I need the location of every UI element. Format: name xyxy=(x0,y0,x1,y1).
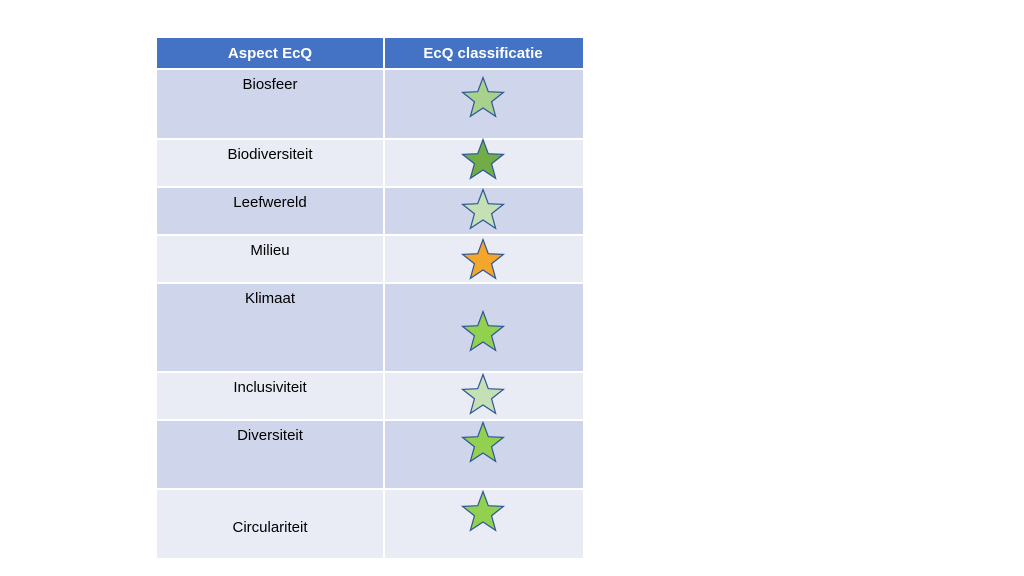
aspect-label: Biosfeer xyxy=(242,76,298,93)
aspect-label: Circulariteit xyxy=(232,519,308,536)
star-icon xyxy=(460,310,506,354)
cell-edge xyxy=(581,284,583,371)
cell-edge xyxy=(581,188,583,234)
header-aspect: Aspect EcQ xyxy=(157,38,385,68)
table-row: Biodiversiteit xyxy=(157,138,583,188)
star-icon xyxy=(460,373,506,417)
aspect-label: Inclusiviteit xyxy=(233,379,307,396)
table-row: Biosfeer xyxy=(157,70,583,140)
aspect-cell: Inclusiviteit xyxy=(157,373,385,419)
star-icon xyxy=(460,76,506,120)
star-icon xyxy=(460,138,506,182)
star-icon xyxy=(460,238,506,282)
classification-table: Aspect EcQ EcQ classificatie Biosfeer Bi… xyxy=(157,38,583,558)
classification-cell xyxy=(385,70,581,138)
classification-cell xyxy=(385,138,581,186)
aspect-label: Diversiteit xyxy=(237,427,303,444)
cell-edge xyxy=(581,140,583,186)
aspect-label: Biodiversiteit xyxy=(227,146,313,163)
cell-edge xyxy=(581,373,583,419)
classification-cell xyxy=(385,490,581,558)
aspect-label: Leefwereld xyxy=(233,194,307,211)
header-classification: EcQ classificatie xyxy=(423,44,543,62)
classification-cell xyxy=(385,188,581,234)
classification-cell xyxy=(385,373,581,419)
table-row: Circulariteit xyxy=(157,490,583,558)
aspect-cell: Klimaat xyxy=(157,284,385,371)
aspect-label: Klimaat xyxy=(244,290,296,307)
aspect-cell: Circulariteit xyxy=(157,490,385,558)
table-header-row: Aspect EcQ EcQ classificatie xyxy=(157,38,583,70)
aspect-cell: Milieu xyxy=(157,236,385,282)
star-icon xyxy=(460,421,506,465)
aspect-cell: Biodiversiteit xyxy=(157,140,385,186)
cell-edge xyxy=(581,490,583,558)
cell-edge xyxy=(581,70,583,138)
aspect-cell: Biosfeer xyxy=(157,70,385,138)
table-row: Klimaat xyxy=(157,284,583,373)
aspect-label: Milieu xyxy=(250,242,290,259)
table-row: Inclusiviteit xyxy=(157,373,583,421)
classification-cell xyxy=(385,421,581,488)
classification-cell xyxy=(385,284,581,371)
classification-cell xyxy=(385,236,581,282)
star-icon xyxy=(460,490,506,534)
aspect-cell: Leefwereld xyxy=(157,188,385,234)
aspect-cell: Diversiteit xyxy=(157,421,385,488)
table-row: Milieu xyxy=(157,236,583,284)
cell-edge xyxy=(581,236,583,282)
table-row: Leefwereld xyxy=(157,188,583,236)
table-row: Diversiteit xyxy=(157,421,583,490)
star-icon xyxy=(460,188,506,232)
header-edge xyxy=(581,38,583,68)
cell-edge xyxy=(581,421,583,488)
